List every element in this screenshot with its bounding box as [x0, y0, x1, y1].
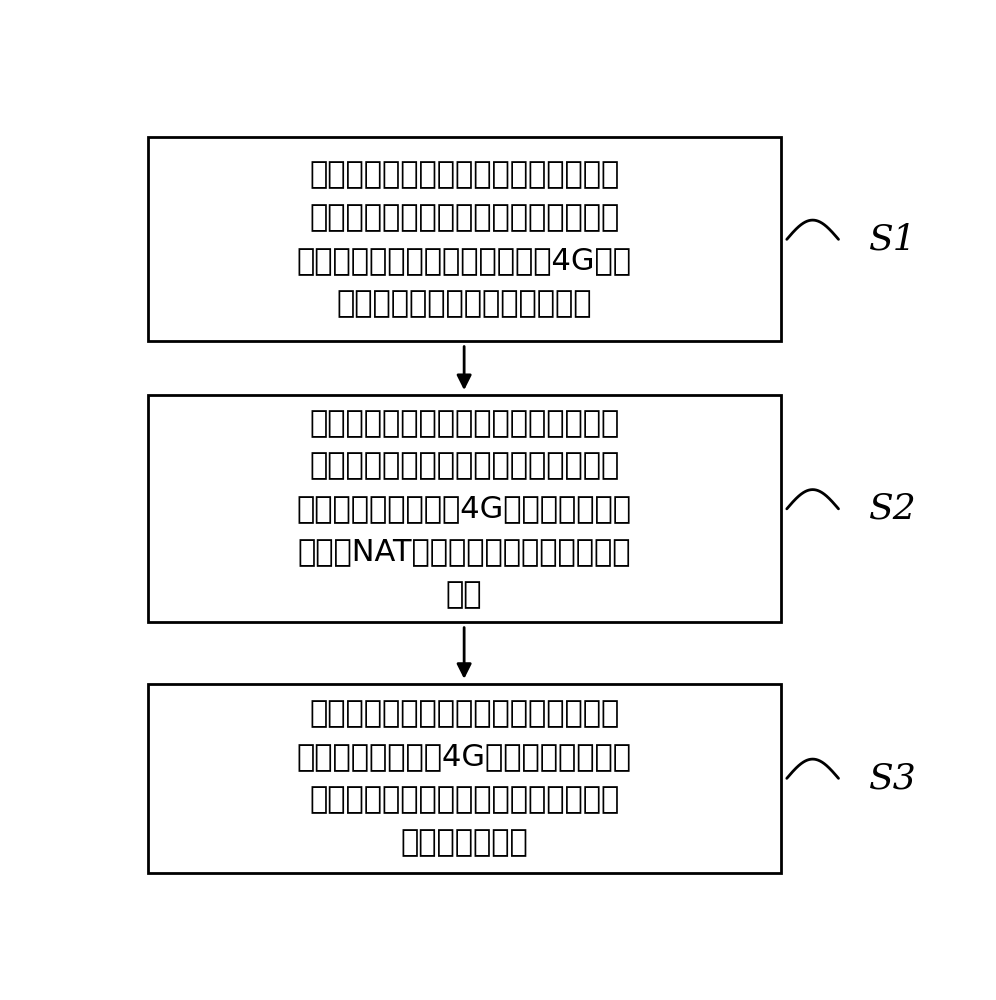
- Bar: [147, 684, 781, 873]
- Text: 由所述公有云服务器接收所述各节点的
所述综合业务网关周期性发送的可达性
探测消息得到对应的4G可达信息，并获
取经过NAT设备映射后的公网地址和端
口号: 由所述公有云服务器接收所述各节点的 所述综合业务网关周期性发送的可达性 探测消息…: [297, 409, 631, 609]
- Text: 配置岸基、目标船和浮漂中各节点的综
合业务网关的基础信息，使所述各节点
的所述综合业务网关通过对应的4G路由
器与公有云服务器建立通讯连接: 配置岸基、目标船和浮漂中各节点的综 合业务网关的基础信息，使所述各节点 的所述综…: [297, 161, 631, 318]
- Text: S1: S1: [870, 222, 917, 256]
- Text: 由所述公有云服务器周期性向所述各节
点推送对应的所述4G可达信息，并将所
述公网地址和所述端口号告知对应的所
述综合业务网关: 由所述公有云服务器周期性向所述各节 点推送对应的所述4G可达信息，并将所 述公网…: [297, 700, 631, 857]
- Text: S3: S3: [870, 761, 917, 795]
- Text: S2: S2: [870, 492, 917, 526]
- Bar: [147, 137, 781, 341]
- Bar: [147, 395, 781, 622]
